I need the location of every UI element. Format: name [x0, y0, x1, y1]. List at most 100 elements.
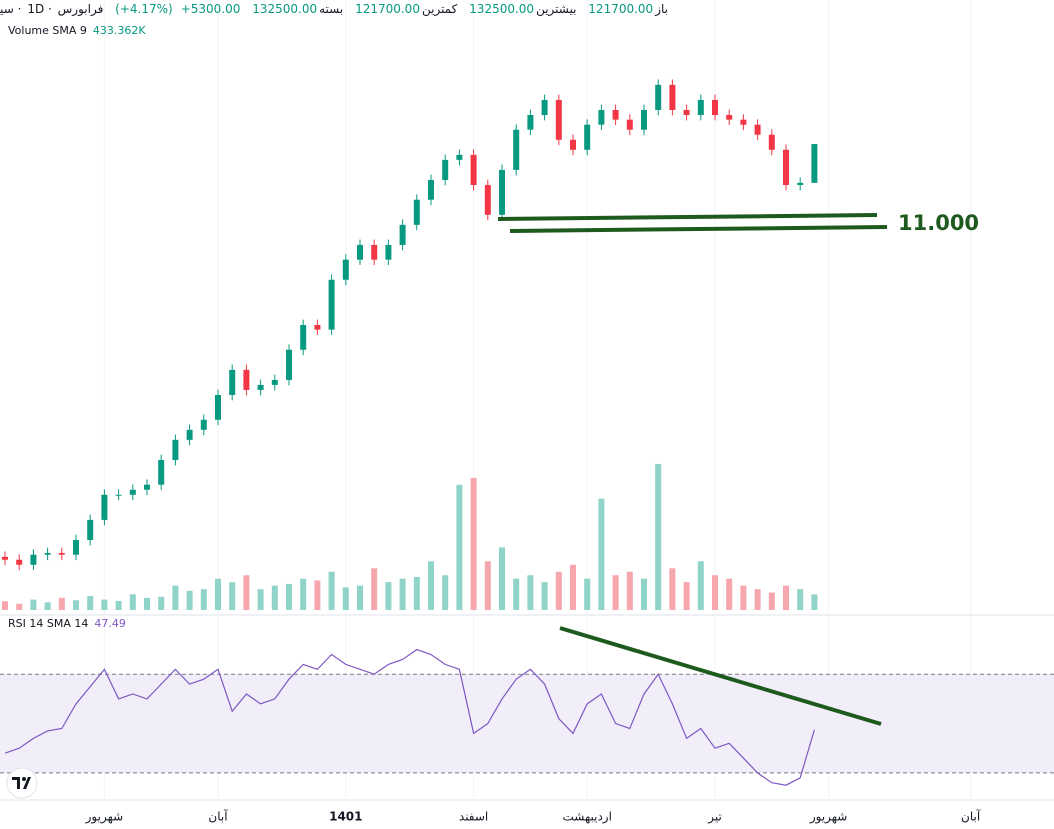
candle-body — [655, 84, 662, 110]
volume-bar — [16, 603, 23, 610]
label: باز — [655, 2, 668, 16]
tradingview-logo — [6, 767, 38, 799]
volume-bar — [584, 578, 591, 610]
volume-bar — [371, 568, 378, 610]
candle-body — [541, 99, 548, 115]
candle-body — [783, 149, 789, 185]
volume-bar — [200, 589, 207, 610]
candle-body — [371, 244, 378, 260]
value: 121700.00 — [355, 2, 420, 16]
candle-body — [697, 99, 704, 115]
candle-body — [200, 419, 207, 430]
candle-body — [158, 459, 165, 485]
value: 121700.00 — [588, 2, 654, 16]
volume-bar — [811, 594, 818, 610]
candle-body — [797, 182, 804, 185]
x-tick-label: شهریور — [809, 810, 848, 825]
candle-body — [30, 554, 37, 565]
volume-bar — [740, 585, 747, 610]
label: RSI 14 SMA 14 — [8, 617, 89, 630]
volume-bar — [683, 582, 690, 610]
label: بیشترین — [536, 2, 577, 16]
volume-bar — [30, 599, 37, 610]
volume-bar — [442, 575, 449, 610]
volume-bar — [499, 547, 505, 610]
volume-bar — [2, 601, 8, 610]
value: 47.49 — [94, 617, 126, 630]
candle-body — [598, 109, 605, 125]
volume-bar — [768, 592, 775, 610]
support-line — [509, 225, 888, 233]
volume-bar — [399, 578, 406, 610]
candle-body — [413, 199, 420, 225]
value: 132500.00 — [252, 2, 318, 16]
value: 132500.00 — [469, 2, 535, 16]
volume-bar — [172, 585, 179, 610]
volume-bar — [314, 580, 321, 610]
candle-body — [385, 244, 392, 260]
change: +5300.00 — [180, 2, 241, 16]
volume-bar — [712, 575, 718, 610]
volume-bar — [257, 589, 264, 610]
volume-bar — [655, 463, 662, 610]
candle-body — [584, 124, 591, 150]
label: Volume SMA 9 — [8, 24, 87, 37]
candle-body — [555, 99, 562, 140]
candle-body — [2, 556, 8, 560]
volume-bar — [87, 596, 94, 610]
volume-bar — [300, 578, 307, 610]
candle-body — [342, 259, 349, 280]
candle-body — [499, 169, 505, 215]
volume-bar — [73, 600, 79, 610]
volume-bar — [612, 575, 619, 610]
volume-bar — [229, 582, 236, 610]
volume-bar — [328, 571, 335, 610]
candle-body — [768, 134, 775, 150]
x-tick-label: 1401 — [329, 810, 362, 824]
candle-body — [712, 99, 718, 115]
candle-body — [357, 244, 363, 260]
x-tick-label: شهریور — [85, 810, 124, 825]
volume-legend: Volume SMA 9 433.362K — [8, 24, 146, 37]
volume-bar — [527, 575, 534, 610]
volume-bar — [555, 571, 562, 610]
trend-line — [559, 626, 882, 726]
candle-body — [101, 494, 108, 520]
x-tick-label: آبان — [208, 809, 228, 824]
annotation: 11.000 — [898, 211, 979, 235]
volume-bar — [754, 589, 761, 610]
value: 433.362K — [92, 24, 146, 37]
candle-body — [44, 552, 51, 555]
volume-bar — [513, 578, 520, 610]
volume-bar — [101, 599, 108, 610]
volume-bar — [697, 561, 704, 610]
legend-header: باز121700.00 بیشترین132500.00 کمترین1217… — [0, 0, 668, 18]
volume-bar — [286, 583, 292, 610]
candle-body — [626, 119, 633, 130]
volume-bar — [669, 568, 676, 610]
candle-body — [129, 489, 136, 495]
candle-body — [527, 114, 534, 130]
candle-body — [442, 159, 449, 180]
candle-body — [683, 109, 690, 115]
rsi-band-fill — [0, 674, 1054, 773]
volume-bar — [726, 578, 733, 610]
volume-bar — [385, 582, 392, 610]
candle-body — [243, 369, 250, 390]
candle-body — [314, 324, 321, 330]
volume-bar — [541, 582, 548, 610]
x-tick-label: اسفند — [459, 810, 488, 824]
volume-bar — [215, 578, 221, 610]
candle-body — [229, 369, 236, 395]
volume-bar — [484, 561, 491, 610]
candle-body — [328, 279, 335, 330]
x-tick-label: آبان — [961, 809, 981, 824]
volume-bar — [626, 571, 633, 610]
candle-body — [612, 109, 619, 120]
volume-bar — [115, 600, 122, 610]
volume-bar — [570, 564, 576, 610]
volume-bar — [413, 576, 420, 610]
volume-bar — [58, 597, 65, 610]
